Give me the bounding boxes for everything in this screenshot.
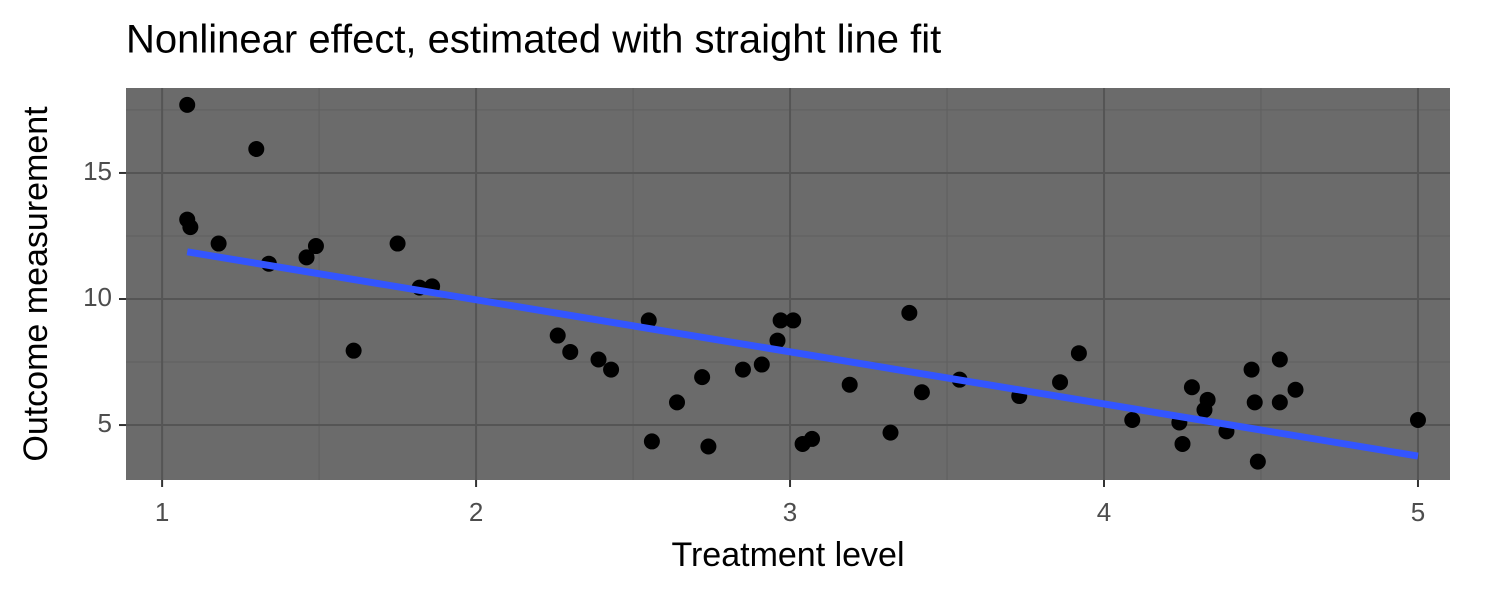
- point: [1246, 394, 1263, 411]
- point: [913, 384, 930, 401]
- point: [1271, 394, 1288, 411]
- point: [901, 304, 918, 321]
- point: [1174, 435, 1191, 452]
- point: [804, 430, 821, 447]
- point: [694, 369, 711, 386]
- point: [307, 238, 324, 255]
- point: [345, 342, 362, 359]
- y-axis-label: Outcome measurement: [17, 106, 55, 462]
- x-axis-label: Treatment level: [671, 536, 904, 574]
- y-tick-label: 5: [98, 408, 112, 438]
- point: [785, 312, 802, 329]
- y-tick-label: 15: [83, 156, 112, 186]
- point: [182, 219, 199, 236]
- point: [841, 376, 858, 393]
- x-tick-label: 1: [155, 497, 169, 527]
- point: [1052, 374, 1069, 391]
- point: [603, 361, 620, 378]
- point: [1409, 412, 1426, 429]
- x-tick-label: 5: [1411, 497, 1425, 527]
- point: [1243, 361, 1260, 378]
- x-tick-label: 4: [1097, 497, 1111, 527]
- point: [590, 351, 607, 368]
- point: [298, 249, 315, 266]
- point: [549, 327, 566, 344]
- point: [1199, 391, 1216, 408]
- point: [389, 235, 406, 252]
- point: [562, 343, 579, 360]
- point: [769, 332, 786, 349]
- chart-title: Nonlinear effect, estimated with straigh…: [126, 18, 941, 62]
- x-tick-label: 2: [469, 497, 483, 527]
- point: [1249, 453, 1266, 470]
- plot-panel: [126, 88, 1450, 480]
- point: [882, 424, 899, 441]
- point: [669, 394, 686, 411]
- point: [1287, 381, 1304, 398]
- point: [248, 141, 265, 158]
- point: [734, 361, 751, 378]
- point: [1070, 345, 1087, 362]
- fit-line: [186, 248, 1419, 460]
- point: [1124, 412, 1141, 429]
- point: [210, 235, 227, 252]
- point: [753, 356, 770, 373]
- point: [643, 433, 660, 450]
- x-tick-label: 3: [783, 497, 797, 527]
- point: [179, 96, 196, 113]
- point: [1183, 379, 1200, 396]
- point: [772, 312, 789, 329]
- y-tick-label: 10: [83, 282, 112, 312]
- point: [1271, 351, 1288, 368]
- point: [700, 438, 717, 455]
